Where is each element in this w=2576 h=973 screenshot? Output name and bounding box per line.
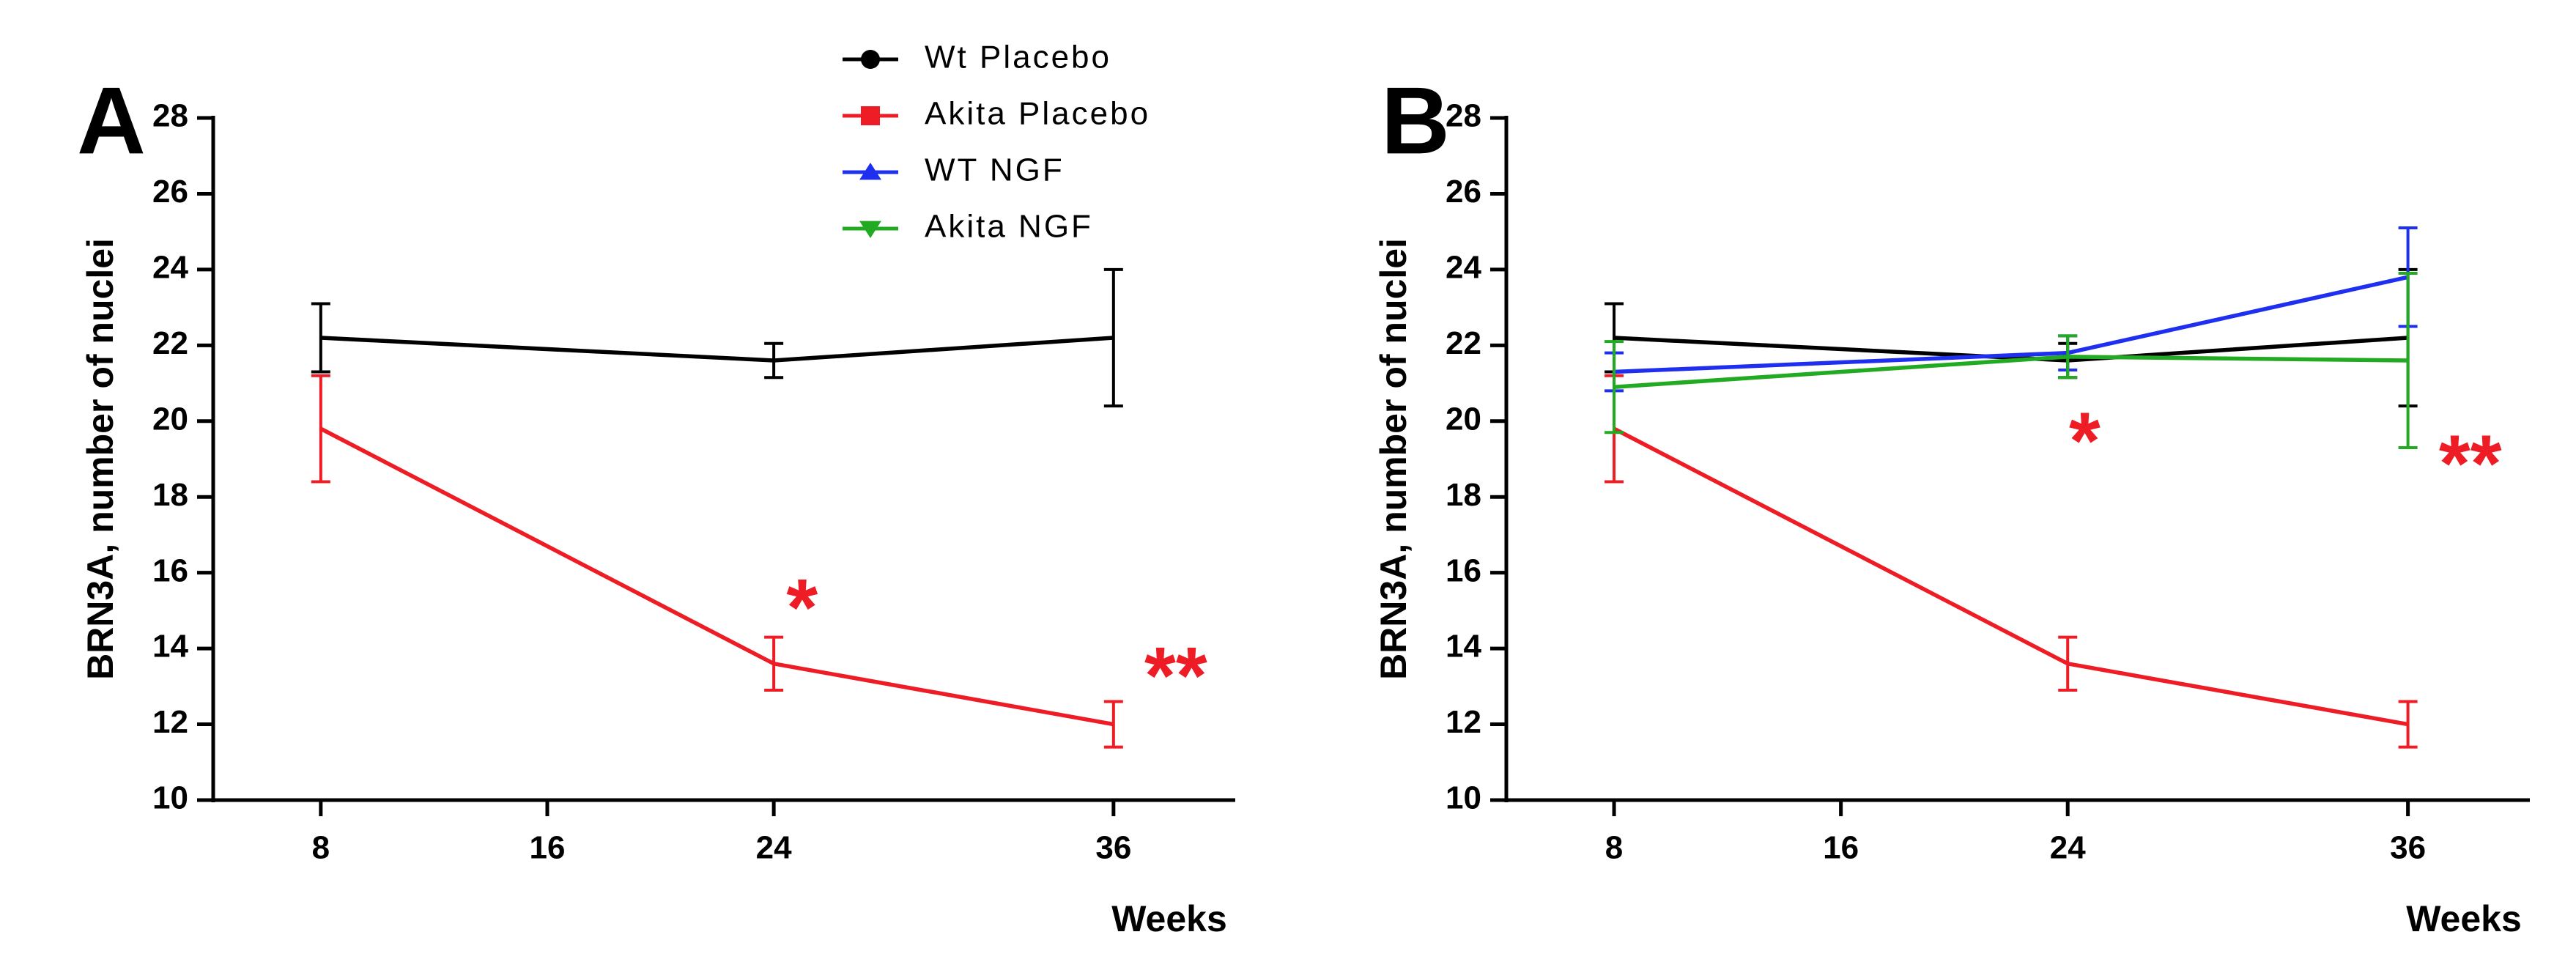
- data-line: [1613, 426, 2409, 727]
- y-tick-label: 24: [1446, 250, 1481, 286]
- y-tick-label: 16: [1446, 552, 1481, 588]
- y-tick-label: 14: [152, 629, 188, 665]
- y-tick-label: 18: [1446, 477, 1481, 513]
- y-tick-label: 28: [1446, 98, 1481, 134]
- y-tick-label: 22: [1446, 325, 1481, 361]
- y-tick-label: 12: [1446, 704, 1481, 740]
- y-tick-label: 26: [1446, 174, 1481, 210]
- x-axis-label: Weeks: [1111, 898, 1227, 939]
- legend-marker: [861, 50, 880, 69]
- x-tick-label: 36: [2390, 830, 2426, 866]
- y-tick-label: 10: [1446, 780, 1481, 816]
- y-tick-label: 28: [152, 98, 188, 134]
- x-tick-label: 24: [2050, 830, 2086, 866]
- y-tick-label: 20: [1446, 401, 1481, 437]
- x-tick-label: 8: [1605, 830, 1623, 866]
- legend-label: Akita Placebo: [925, 96, 1150, 132]
- series: [1605, 267, 2418, 408]
- y-tick-label: 20: [152, 401, 188, 437]
- legend-label: WT NGF: [925, 152, 1065, 188]
- y-tick-label: 12: [152, 704, 188, 740]
- y-tick-label: 22: [152, 325, 188, 361]
- x-tick-label: 8: [312, 830, 330, 866]
- y-axis-label: BRN3A, number of nuclei: [80, 238, 121, 680]
- error-bar: [2398, 272, 2418, 449]
- error-bar: [764, 341, 784, 380]
- error-bar: [311, 302, 330, 374]
- legend-label: Wt Placebo: [925, 40, 1111, 75]
- error-bar: [2058, 334, 2078, 380]
- error-bar: [1605, 340, 1624, 434]
- y-tick-label: 26: [152, 174, 188, 210]
- panel-letter: A: [77, 67, 146, 174]
- x-tick-label: 16: [530, 830, 566, 866]
- x-tick-label: 36: [1095, 830, 1131, 866]
- significance-mark: **: [2439, 418, 2502, 508]
- significance-mark: *: [786, 563, 818, 653]
- series: [311, 374, 1123, 749]
- y-axis-label: BRN3A, number of nuclei: [1373, 238, 1414, 680]
- error-bar: [764, 635, 784, 692]
- panel-letter: B: [1381, 67, 1450, 174]
- series: [1605, 374, 2418, 749]
- error-bar: [311, 374, 330, 484]
- data-line: [320, 336, 1114, 363]
- series: [311, 267, 1123, 408]
- series: [1605, 226, 2418, 393]
- legend-marker: [861, 106, 880, 125]
- y-tick-label: 24: [152, 250, 188, 286]
- legend-label: Akita NGF: [925, 209, 1093, 245]
- data-line: [319, 426, 1114, 727]
- error-bar: [1103, 700, 1123, 749]
- significance-mark: *: [2069, 396, 2101, 486]
- x-tick-label: 24: [756, 830, 792, 866]
- y-tick-label: 18: [152, 477, 188, 513]
- series: [1605, 272, 2418, 449]
- y-tick-label: 16: [152, 552, 188, 588]
- x-tick-label: 16: [1823, 830, 1859, 866]
- error-bar: [2398, 700, 2418, 749]
- error-bar: [2058, 635, 2078, 692]
- significance-mark: **: [1144, 631, 1207, 721]
- y-tick-label: 14: [1446, 629, 1481, 665]
- x-axis-label: Weeks: [2406, 898, 2522, 939]
- legend-marker: [859, 163, 881, 180]
- error-bar: [1103, 267, 1123, 408]
- data-line: [1613, 355, 2408, 389]
- legend-marker: [859, 221, 881, 238]
- y-tick-label: 10: [152, 780, 188, 816]
